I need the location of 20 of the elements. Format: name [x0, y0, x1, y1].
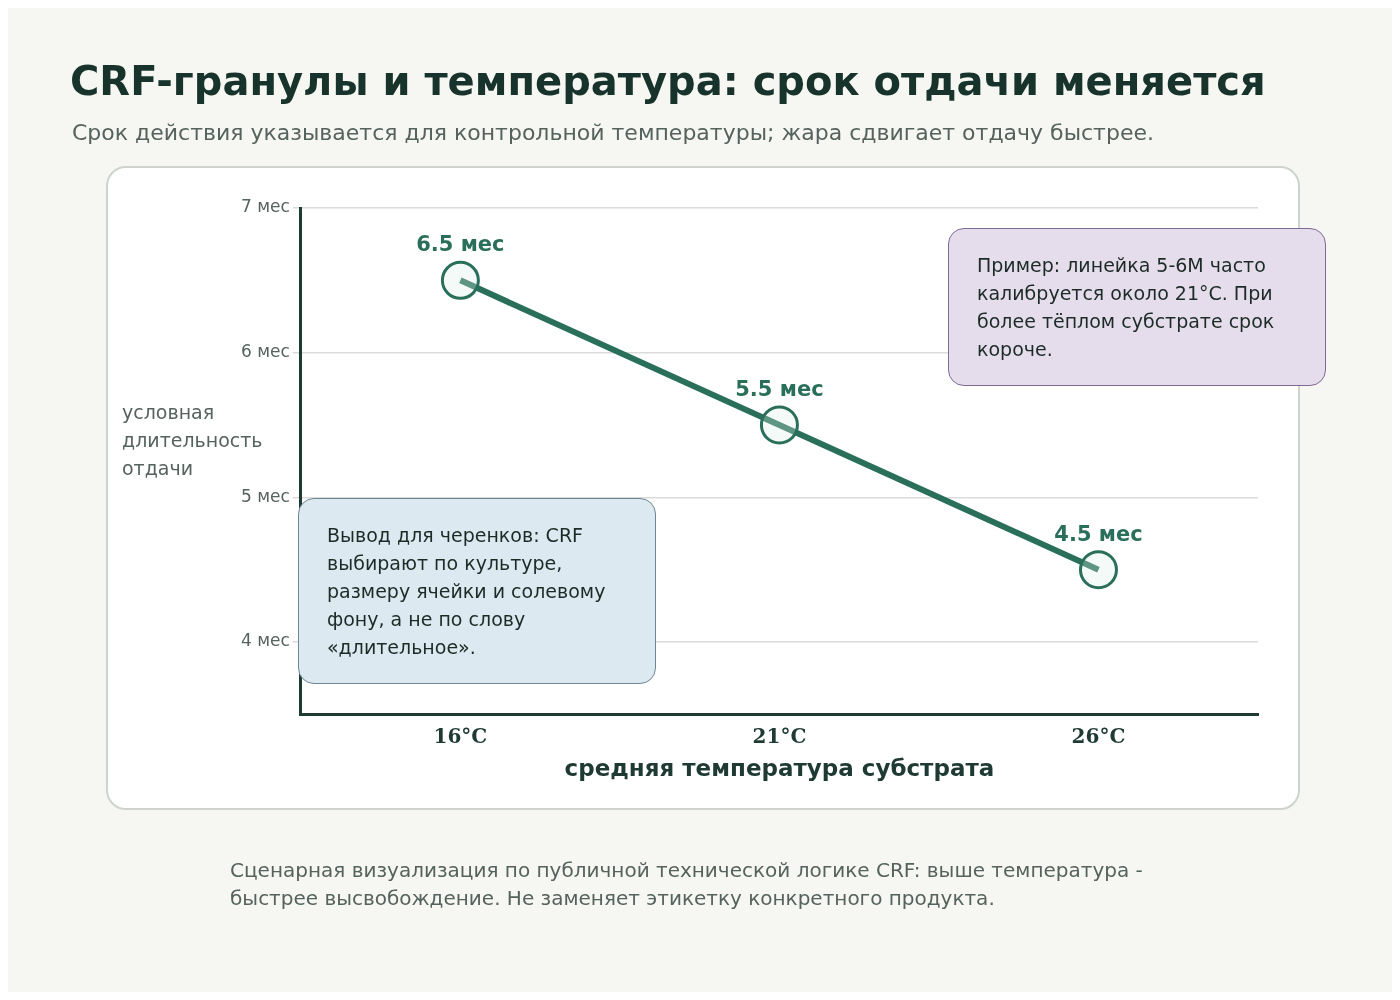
x-tick-label: 21°C — [752, 723, 807, 748]
callout-box: Вывод для черенков: CRF выбирают по культуре, размеру ячейки и солевому фону, а не по слову «длительное». — [298, 498, 656, 684]
text: Сценарная визуализация по публичной технической логике CRF: выше температура - быстрее высвобождение. Не заменяет этикетку конкретного продукта. — [230, 857, 1144, 912]
y-tick-label: 6 мес — [240, 341, 290, 362]
y-axis-title: условная длительность отдачи — [122, 400, 263, 481]
data-label: 6.5 мес — [416, 232, 505, 257]
x-tick-label: 26°C — [1071, 723, 1126, 748]
y-tick-label: 5 мес — [240, 485, 290, 506]
point — [440, 260, 480, 300]
y-tick-label: 7 мес — [240, 196, 290, 217]
callout-box: Пример: линейка 5-6M часто калибруется около 21°C. При более тёплом субстрате срок короче. — [948, 228, 1326, 386]
chart-title: CRF-гранулы и температура: срок отдачи меняется — [70, 58, 1266, 104]
point — [759, 405, 799, 445]
data-label: 4.5 мес — [1054, 521, 1143, 546]
data-label: 5.5 мес — [735, 376, 824, 401]
x-axis-title: средняя температура субстрата — [564, 755, 995, 782]
y-tick-label: 4 мес — [240, 630, 290, 651]
chart-subtitle: Срок действия указывается для контрольной температуры; жара сдвигает отдачу быстрее. — [72, 120, 1154, 145]
x-tick-label: 16°C — [433, 723, 488, 748]
point — [1078, 550, 1118, 590]
